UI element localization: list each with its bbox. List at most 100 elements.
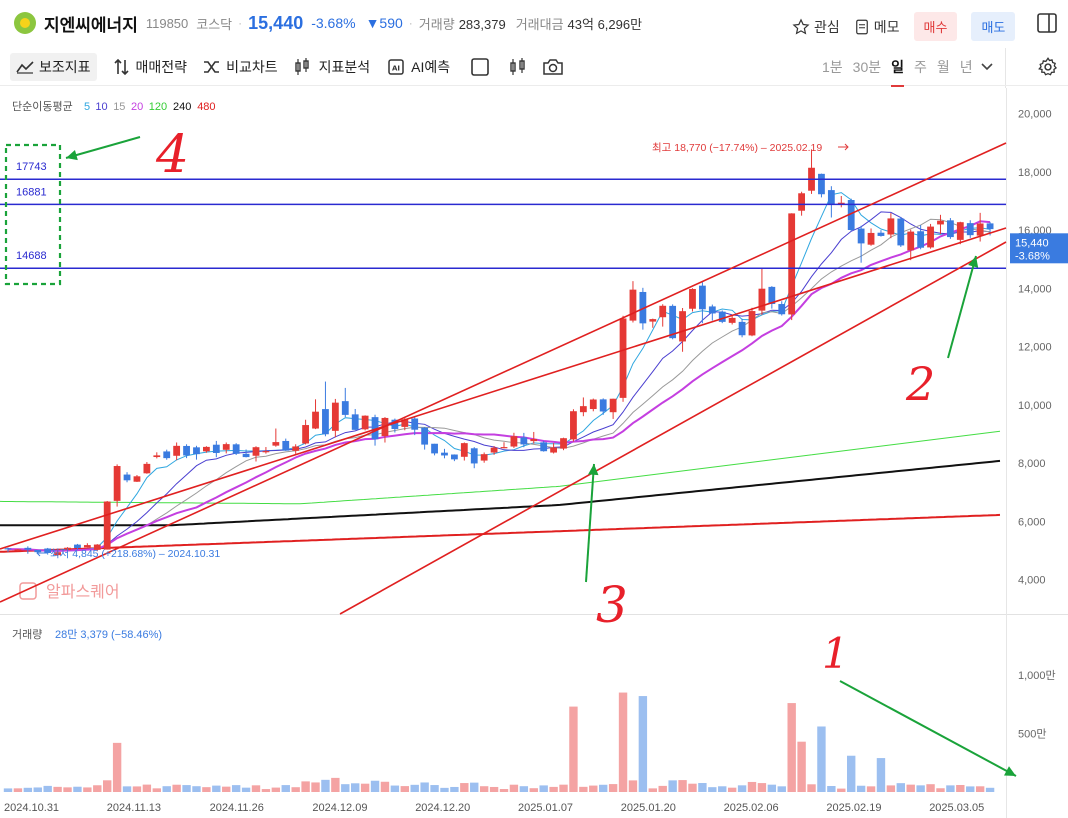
volume-bar <box>688 783 697 792</box>
candle-body <box>302 425 309 444</box>
chevron-down-icon[interactable] <box>981 63 993 71</box>
annotation-arrow-2-head <box>968 256 979 268</box>
volume-bar <box>916 785 925 792</box>
volume-bar <box>212 785 221 792</box>
date-axis-label: 2024.11.13 <box>107 802 161 814</box>
price-level-label: 14688 <box>16 250 47 262</box>
ma-legend-item: 15 <box>113 101 125 113</box>
sell-button[interactable]: 매도 <box>971 12 1016 41</box>
ai-button[interactable]: AI AI예측 <box>386 57 450 77</box>
volume-bar <box>231 785 241 792</box>
ma-legend-item: 20 <box>131 101 143 113</box>
compare-button[interactable]: 비교차트 <box>203 57 278 77</box>
candle-body <box>183 445 190 456</box>
price-tick-label: 12,000 <box>1018 342 1052 354</box>
volume-bar <box>837 788 846 792</box>
period-tab-active[interactable]: 일 <box>891 57 905 87</box>
analysis-label: 지표분석 <box>318 58 371 75</box>
candle-body <box>262 451 270 453</box>
candle-type-icon[interactable] <box>508 57 528 77</box>
candle-body <box>411 418 419 430</box>
svg-text:AI: AI <box>392 64 400 72</box>
volume-bar <box>281 785 290 792</box>
buy-button[interactable]: 매수 <box>913 12 958 41</box>
analysis-button[interactable]: 지표분석 <box>294 57 371 77</box>
watch-button[interactable]: 관심 <box>792 17 840 37</box>
candle-body <box>173 445 181 456</box>
strategy-icon <box>113 58 129 75</box>
volume-bar <box>390 785 400 792</box>
chart-toolbar: 보조지표 매매전략 비교차트 지표분석 AI AI예측 1분 30분 일 주 월… <box>0 48 1068 87</box>
memo-icon <box>855 19 868 34</box>
candle-body <box>113 466 121 501</box>
period-tab[interactable]: 1분 <box>822 59 843 75</box>
annotation-mark-1: 1 <box>822 629 849 678</box>
volume-bar <box>529 788 538 792</box>
annotation-arrow-3-head <box>588 464 599 476</box>
volume-bar <box>896 783 905 792</box>
volume-bar <box>539 785 548 792</box>
date-axis-label: 2025.02.06 <box>724 802 779 814</box>
annotation-arrow-1-head <box>1004 766 1016 776</box>
candle-body <box>312 411 319 429</box>
volume-bar <box>83 787 92 792</box>
change-amount: ▼590 <box>365 15 403 31</box>
candle-body <box>897 218 905 246</box>
candle-body <box>133 476 141 482</box>
volume-bar <box>966 786 975 792</box>
volume-bar <box>291 787 300 792</box>
settings-gear-icon[interactable] <box>1037 56 1059 78</box>
volume-bar <box>946 785 955 792</box>
candle-body <box>540 442 548 452</box>
volume-bar <box>360 783 370 792</box>
volume-bar <box>301 781 310 792</box>
memo-button[interactable]: 메모 <box>854 17 900 37</box>
candle-body <box>907 231 915 251</box>
volume-bar <box>698 783 707 792</box>
volume-bar <box>470 782 479 792</box>
price-chart-svg[interactable]: 20,000 18,000 1 6,000 14,000 12,000 10,000 8,00… <box>0 88 1068 818</box>
annotation-arrow-2 <box>947 255 977 359</box>
candle-body <box>937 220 944 225</box>
volume-bar <box>767 784 777 792</box>
volume-bar <box>618 692 628 792</box>
candle-body <box>441 452 448 456</box>
volume-bar <box>73 786 82 792</box>
period-tab[interactable]: 년 <box>959 59 973 75</box>
square-tool-icon[interactable] <box>470 57 490 77</box>
layout-panel-icon[interactable] <box>1036 12 1058 34</box>
volume-tick-label: 500만 <box>1018 728 1046 741</box>
ma-480-line <box>0 513 1001 553</box>
period-tab[interactable]: 30분 <box>852 59 882 75</box>
volume-bar <box>777 786 786 792</box>
indicators-button[interactable]: 보조지표 <box>10 52 97 81</box>
period-tab[interactable]: 월 <box>936 59 950 75</box>
chart-area[interactable]: 20,000 18,000 1 6,000 14,000 12,000 10,000 8,00… <box>0 88 1068 818</box>
amount-stat-label: 거래대금 <box>515 16 564 32</box>
camera-icon[interactable] <box>542 57 564 77</box>
price-tick-label: 4,000 <box>1018 575 1046 587</box>
date-axis-label: 2024.10.31 <box>4 802 59 814</box>
volume-bar <box>331 777 340 792</box>
volume-bar <box>638 696 648 792</box>
period-tab[interactable]: 주 <box>914 59 927 75</box>
date-axis-label: 2025.03.05 <box>929 802 984 814</box>
stock-code: 119850 <box>145 15 189 31</box>
indicator-icon <box>16 60 34 74</box>
low-arrow-icon <box>36 549 47 557</box>
price-tick-label: 8,000 <box>1018 458 1046 470</box>
volume-bar <box>479 786 489 792</box>
price-level-label: 16881 <box>16 186 47 198</box>
strategy-button[interactable]: 매매전략 <box>113 57 187 77</box>
candle-body <box>203 446 210 452</box>
candle-body <box>818 173 825 195</box>
company-logo-icon <box>14 12 36 34</box>
separator-dot: · <box>408 16 413 30</box>
volume-bar <box>906 784 915 792</box>
volume-bar <box>499 789 509 792</box>
watermark-label: 알파스퀘어 <box>46 583 120 601</box>
amount-stat: 거래대금 43억 6,296만 <box>516 14 642 33</box>
trend-line <box>0 227 1007 550</box>
candle-body <box>371 417 379 440</box>
candle-body <box>847 200 855 230</box>
